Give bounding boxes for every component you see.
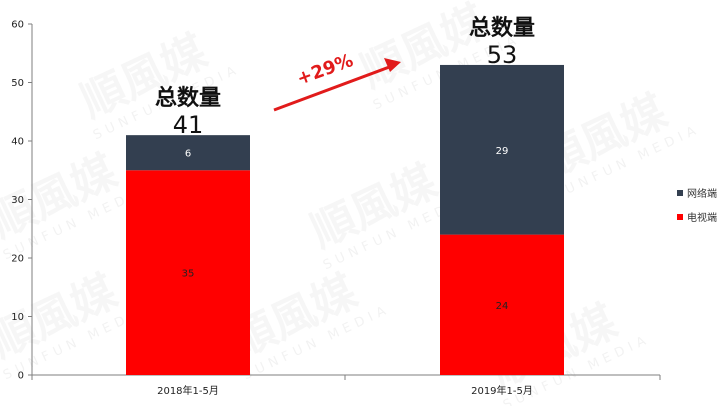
bar-segment [440, 64, 564, 235]
legend-label: 网络端 [687, 187, 717, 200]
y-tick-label: 50 [11, 78, 24, 89]
bar-segment [126, 135, 250, 171]
y-tick-label: 10 [11, 312, 24, 323]
total-title: 总数量 [155, 85, 221, 111]
x-tick-label: 2019年1-5月 [471, 384, 533, 397]
total-value: 53 [487, 41, 518, 69]
bar-data-label: 35 [182, 269, 195, 280]
y-tick-label: 40 [11, 137, 24, 148]
y-tick-label: 0 [18, 371, 24, 382]
bars: 35 6 24 29 [126, 64, 564, 375]
bar-segment [440, 234, 564, 375]
x-tick-label: 2018年1-5月 [157, 384, 219, 397]
total-value: 41 [173, 111, 204, 139]
y-tick-label: 20 [11, 254, 24, 265]
bar-data-label: 29 [496, 146, 509, 157]
y-tick-label: 60 [11, 20, 24, 31]
growth-arrow-head [384, 58, 401, 72]
legend-label: 电视端 [687, 211, 717, 224]
legend-swatch [677, 190, 683, 196]
y-tick-label: 30 [11, 195, 24, 206]
bar-data-label: 6 [185, 149, 191, 160]
bar-data-label: 24 [496, 301, 509, 312]
legend-swatch [677, 214, 683, 220]
growth-arrow-line [273, 64, 393, 112]
bar-segment [126, 170, 250, 375]
total-title: 总数量 [469, 15, 535, 41]
